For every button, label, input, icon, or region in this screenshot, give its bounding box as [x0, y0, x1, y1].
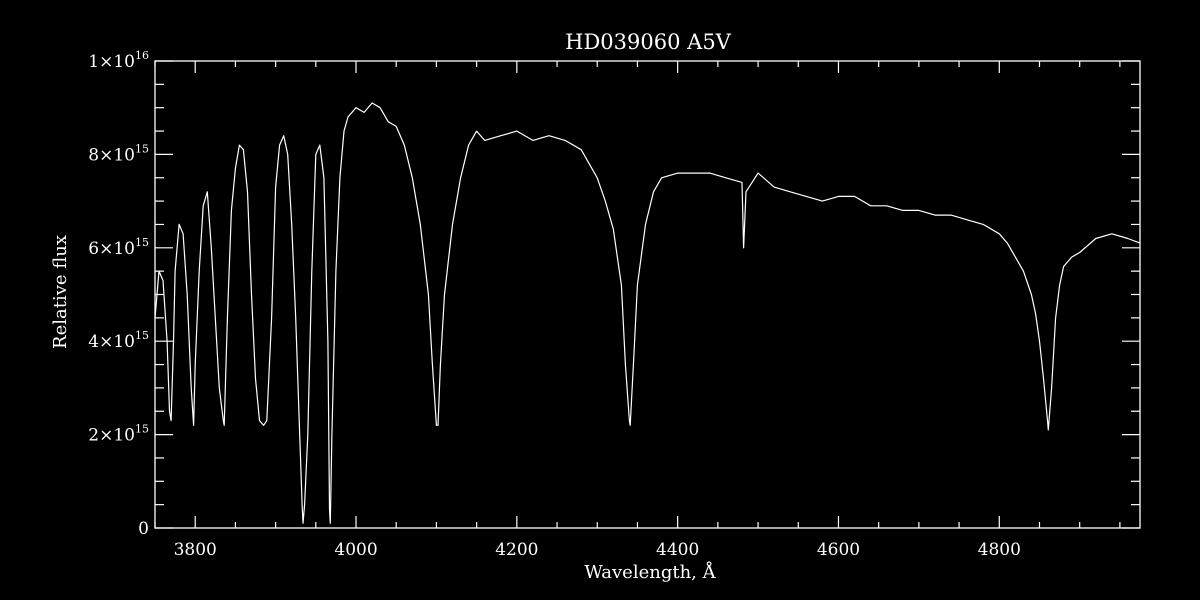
y-tick-label: 4×1015: [88, 329, 149, 352]
spectrum-line: [154, 102, 1141, 524]
x-tick-label: 4600: [817, 540, 860, 560]
x-tick-label: 4000: [334, 540, 377, 560]
y-tick-mantissa: 2×10: [88, 426, 135, 446]
tick-labels: 3800 4000 4200 4400 4600 480002×10154×10156×1…: [88, 49, 1021, 560]
y-tick-exponent: 16: [135, 49, 149, 62]
y-axis-label: Relative flux: [50, 235, 71, 349]
y-tick-label: 2×1015: [88, 423, 149, 446]
y-tick-exponent: 15: [135, 236, 149, 249]
plot-frame: [154, 60, 1141, 529]
y-tick-exponent: 15: [135, 329, 149, 342]
x-axis-label: Wavelength, Å: [584, 561, 716, 583]
axis-ticks: [154, 60, 1140, 529]
y-tick-mantissa: 4×10: [88, 332, 135, 352]
y-tick-exponent: 15: [135, 142, 149, 155]
x-tick-label: 4200: [495, 540, 538, 560]
x-tick-label: 4400: [656, 540, 699, 560]
y-tick-label: 6×1015: [88, 236, 149, 259]
series-layer: [154, 102, 1141, 524]
y-tick-mantissa: 8×10: [88, 145, 135, 165]
y-tick-mantissa: 1×10: [88, 52, 135, 72]
x-tick-label: 4800: [978, 540, 1021, 560]
y-tick-mantissa: 0: [138, 519, 149, 539]
y-tick-label: 0: [138, 519, 149, 539]
chart-title: HD039060 A5V: [565, 30, 732, 54]
x-tick-label: 3800: [174, 540, 217, 560]
y-tick-label: 1×1016: [88, 49, 149, 72]
y-tick-label: 8×1015: [88, 142, 149, 165]
y-tick-mantissa: 6×10: [88, 239, 135, 259]
y-tick-exponent: 15: [135, 423, 149, 436]
